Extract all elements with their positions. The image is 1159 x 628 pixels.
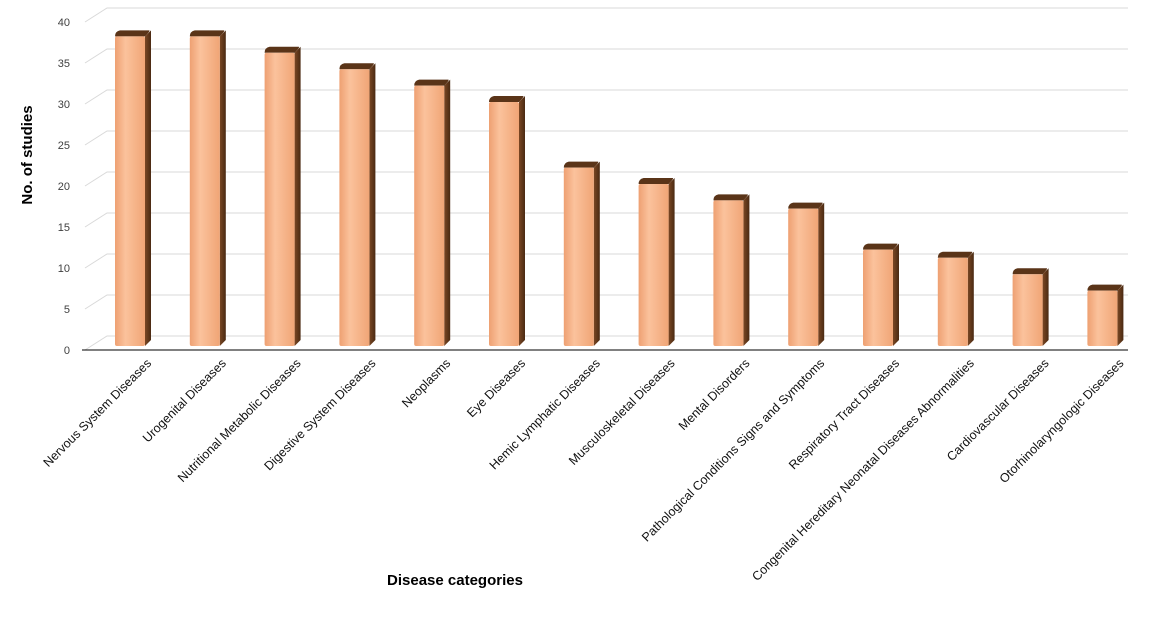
y-tick-label: 15 (58, 222, 70, 234)
bar (563, 161, 600, 346)
bar (414, 79, 451, 346)
bar (638, 178, 675, 346)
bar (339, 63, 376, 346)
bar (189, 30, 226, 347)
gridline (84, 294, 1128, 310)
y-tick-label: 25 (58, 140, 70, 152)
y-tick-label: 20 (58, 181, 70, 193)
gridline (84, 171, 1128, 187)
y-tick-label: 35 (58, 58, 70, 70)
bar (115, 30, 151, 347)
x-tick-label: Nutritional Metabolic Diseases (175, 356, 304, 485)
bar (863, 243, 899, 346)
gridline (84, 7, 1128, 23)
y-axis-title: No. of studies (19, 105, 36, 204)
bar (1087, 284, 1124, 346)
gridline (84, 212, 1128, 228)
x-tick-label: Nervous System Diseases (41, 356, 155, 470)
gridline (84, 89, 1128, 105)
x-axis-title: Disease categories (387, 572, 523, 589)
y-tick-label: 0 (64, 345, 70, 357)
x-tick-label: Eye Diseases (464, 356, 528, 420)
x-tick-label: Mental Disorders (676, 356, 753, 433)
bar (713, 194, 750, 346)
bar (489, 96, 525, 346)
bar (788, 202, 825, 346)
bars (115, 30, 1124, 347)
x-tick-label: Neoplasms (399, 356, 453, 410)
y-axis-ticks: 0 5 10 15 20 25 30 35 40 (58, 17, 70, 357)
gridline (84, 48, 1128, 64)
bar (264, 46, 301, 347)
y-tick-label: 40 (58, 17, 70, 29)
gridline (84, 253, 1128, 269)
gridline (84, 335, 1128, 351)
gridlines (84, 7, 1128, 351)
y-tick-label: 5 (64, 304, 70, 316)
y-tick-label: 10 (58, 263, 70, 275)
bar (937, 251, 974, 346)
y-tick-label: 30 (58, 99, 70, 111)
x-tick-label: Otorhinolaryngologic Diseases (997, 356, 1127, 486)
x-tick-label: Urogenital Diseases (140, 356, 229, 445)
gridline (84, 130, 1128, 146)
bar (1012, 268, 1049, 346)
